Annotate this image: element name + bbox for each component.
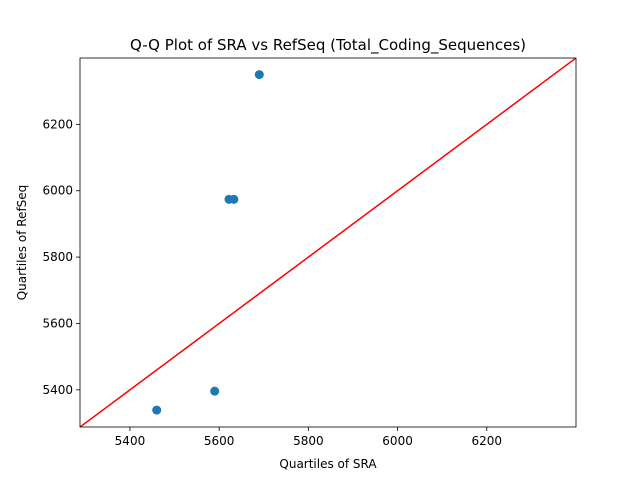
x-axis-label: Quartiles of SRA bbox=[279, 457, 377, 471]
y-tick-label: 5400 bbox=[42, 383, 73, 397]
y-tick-label: 6000 bbox=[42, 184, 73, 198]
scatter-point bbox=[229, 194, 239, 204]
axes-frame bbox=[79, 57, 577, 428]
scatter-point bbox=[254, 70, 264, 80]
x-tick-label: 5600 bbox=[204, 434, 235, 448]
y-tick-label: 6200 bbox=[42, 117, 73, 131]
scatter-point bbox=[152, 405, 162, 415]
x-tick-label: 6000 bbox=[382, 434, 413, 448]
chart-title: Q-Q Plot of SRA vs RefSeq (Total_Coding_… bbox=[130, 36, 526, 55]
x-tick-label: 6200 bbox=[472, 434, 503, 448]
plot-area: 5400 5600 5800 6000 6200 5400 5600 5800 6000 6200 bbox=[42, 57, 577, 448]
y-axis-label: Quartiles of RefSeq bbox=[15, 185, 29, 301]
y-tick-label: 5800 bbox=[42, 250, 73, 264]
scatter-point bbox=[210, 386, 220, 396]
y-tick-label: 5600 bbox=[42, 316, 73, 330]
x-tick-label: 5400 bbox=[115, 434, 146, 448]
reference-line bbox=[80, 58, 576, 427]
x-tick-label: 5800 bbox=[293, 434, 324, 448]
